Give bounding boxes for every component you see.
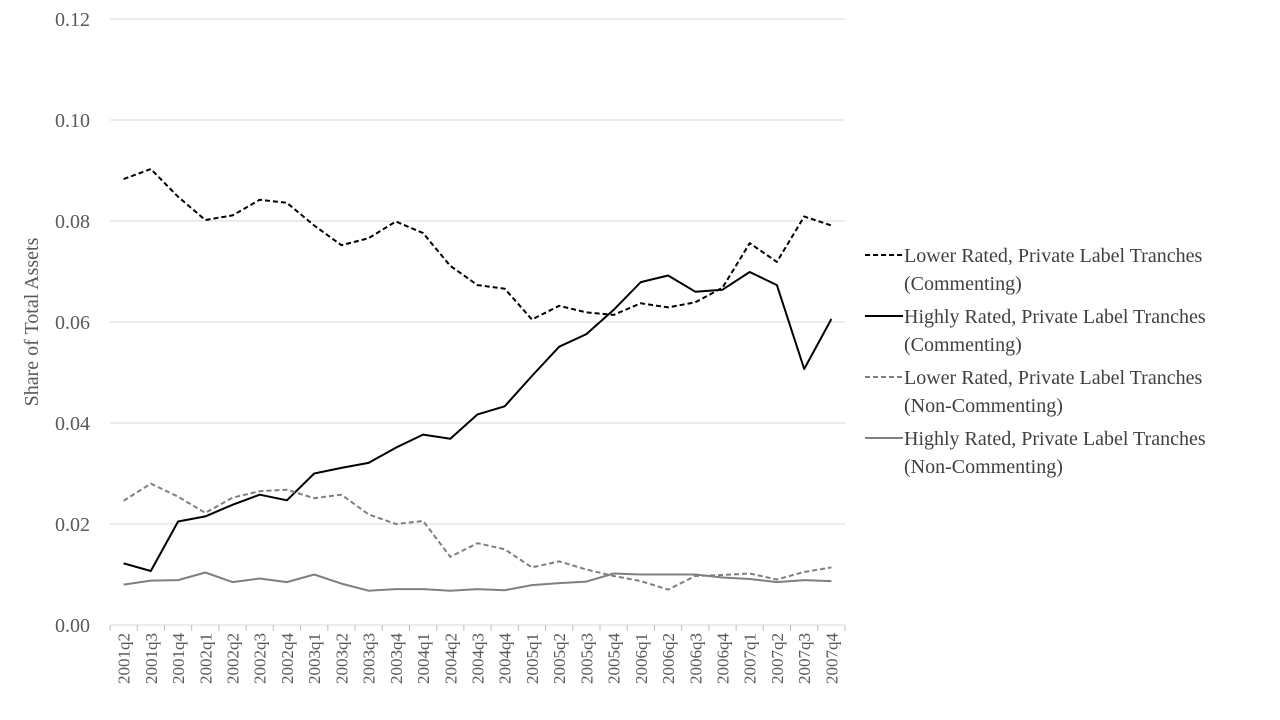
x-tick-label: 2002q2 — [224, 633, 243, 684]
legend-label: Lower Rated, Private Label Tranches — [904, 245, 1202, 267]
x-tick-label: 2003q3 — [360, 633, 379, 684]
series-line-3 — [123, 482, 832, 591]
x-tick-label: 2001q3 — [142, 633, 161, 684]
x-tick-label: 2003q4 — [387, 633, 406, 685]
series-line-1 — [123, 168, 832, 321]
series-lines — [123, 168, 833, 592]
x-tick-label: 2006q2 — [659, 633, 678, 684]
x-tick-label: 2004q4 — [496, 633, 515, 685]
x-tick-label: 2005q2 — [550, 633, 569, 684]
x-tick-label: 2004q1 — [414, 633, 433, 684]
x-tick-label: 2007q4 — [822, 633, 841, 685]
legend-item-1: Lower Rated, Private Label Tranches (Comm… — [865, 245, 1202, 295]
y-tick-label: 0.12 — [55, 9, 90, 31]
x-tick-label: 2005q3 — [577, 633, 596, 684]
x-tick-label: 2007q3 — [795, 633, 814, 684]
legend-label: (Commenting) — [904, 334, 1022, 356]
x-tick-label: 2006q1 — [632, 633, 651, 684]
x-tick-label: 2005q1 — [523, 633, 542, 684]
y-axis-label: Share of Total Assets — [21, 237, 43, 406]
y-axis-ticks: 0.00 0.02 0.04 0.06 0.08 0.10 0.12 — [55, 9, 90, 637]
gridlines — [110, 18, 845, 626]
x-axis-ticks: 2001q2 2001q3 2001q4 2002q1 2002q2 2002q3 2002… — [109, 625, 846, 685]
x-tick-label: 2003q2 — [332, 633, 351, 684]
x-tick-label: 2001q4 — [169, 633, 188, 685]
x-tick-label: 2005q4 — [605, 633, 624, 685]
legend-label: (Non-Commenting) — [904, 395, 1063, 417]
x-tick-label: 2002q4 — [278, 633, 297, 685]
legend-label: Highly Rated, Private Label Tranches — [904, 306, 1206, 328]
y-tick-label: 0.00 — [55, 615, 90, 637]
x-tick-label: 2004q3 — [469, 633, 488, 684]
legend-label: Highly Rated, Private Label Tranches — [904, 428, 1206, 450]
x-tick-label: 2004q2 — [441, 633, 460, 684]
legend-item-4: Highly Rated, Private Label Tranches (Non… — [865, 428, 1206, 478]
y-tick-label: 0.06 — [55, 312, 90, 334]
x-tick-label: 2002q3 — [251, 633, 270, 684]
x-tick-label: 2007q1 — [741, 633, 760, 684]
legend-item-2: Highly Rated, Private Label Tranches (Com… — [865, 306, 1206, 356]
x-tick-label: 2003q1 — [305, 633, 324, 684]
x-tick-label: 2001q2 — [115, 633, 134, 684]
legend-item-3: Lower Rated, Private Label Tranches (Non-… — [865, 367, 1202, 417]
y-tick-label: 0.02 — [55, 514, 90, 536]
legend: Lower Rated, Private Label Tranches (Comm… — [865, 245, 1206, 478]
x-tick-label: 2006q4 — [714, 633, 733, 685]
y-tick-label: 0.08 — [55, 211, 90, 233]
legend-label: (Non-Commenting) — [904, 456, 1063, 478]
legend-label: Lower Rated, Private Label Tranches — [904, 367, 1202, 389]
x-tick-label: 2006q3 — [686, 633, 705, 684]
x-tick-label: 2002q1 — [196, 633, 215, 684]
legend-label: (Commenting) — [904, 273, 1022, 295]
series-line-4 — [123, 571, 832, 592]
y-tick-label: 0.10 — [55, 110, 90, 132]
y-tick-label: 0.04 — [55, 413, 90, 435]
series-line-2 — [123, 271, 833, 572]
x-tick-label: 2007q2 — [768, 633, 787, 684]
